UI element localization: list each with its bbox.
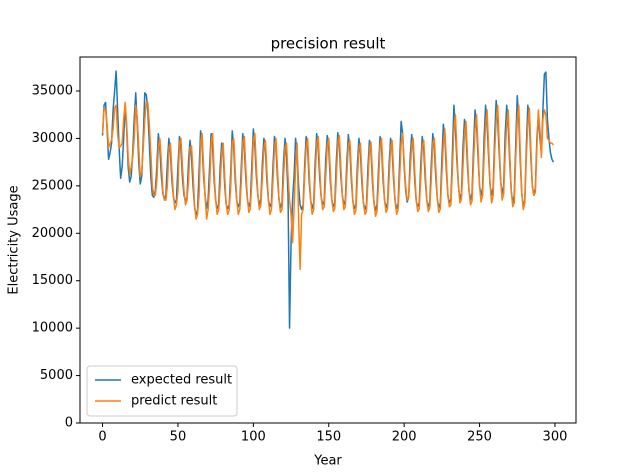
y-tick-label: 15000 [32,273,73,288]
x-tick-label: 200 [392,430,417,445]
x-tick-label: 100 [241,430,266,445]
y-tick-label: 30000 [32,131,73,146]
x-tick-label: 150 [316,430,341,445]
x-tick-label: 0 [98,430,106,445]
x-tick-label: 300 [543,430,568,445]
y-tick-label: 10000 [32,321,73,336]
legend-label: expected result [131,373,232,388]
y-tick-label: 5000 [40,368,73,383]
legend-label: predict result [131,394,217,409]
y-tick-label: 20000 [32,226,73,241]
x-axis-label: Year [313,454,342,469]
y-axis-label: Electricity Usage [7,185,22,294]
data-line [101,101,555,271]
y-tick-label: 0 [65,416,73,431]
plot-frame [79,56,577,424]
chart-title: precision result [271,35,386,53]
legend-box [86,365,238,417]
y-tick-label: 35000 [32,84,73,99]
y-tick-label: 25000 [32,178,73,193]
data-line [101,70,555,329]
x-tick-label: 50 [170,430,187,445]
x-tick-label: 250 [467,430,492,445]
